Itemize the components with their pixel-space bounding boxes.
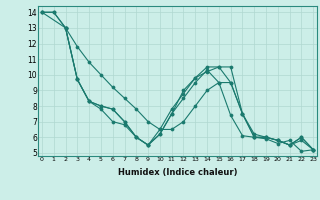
- X-axis label: Humidex (Indice chaleur): Humidex (Indice chaleur): [118, 168, 237, 177]
